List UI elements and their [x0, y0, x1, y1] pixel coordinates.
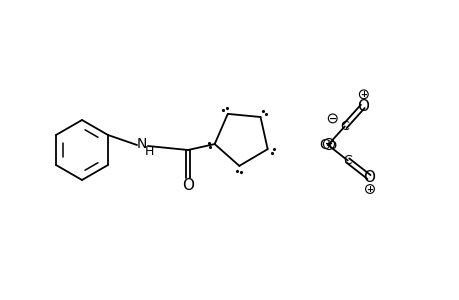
Text: +: +: [324, 139, 332, 149]
Text: −: −: [328, 113, 336, 123]
Text: H: H: [144, 145, 153, 158]
Text: +: +: [359, 90, 366, 99]
Text: O: O: [182, 178, 194, 193]
Text: Co: Co: [318, 138, 336, 152]
Text: +: +: [366, 184, 373, 194]
Text: N: N: [136, 137, 147, 151]
Text: O: O: [356, 99, 368, 114]
Text: O: O: [362, 169, 374, 184]
Text: C: C: [342, 154, 351, 167]
Text: C: C: [340, 120, 348, 133]
